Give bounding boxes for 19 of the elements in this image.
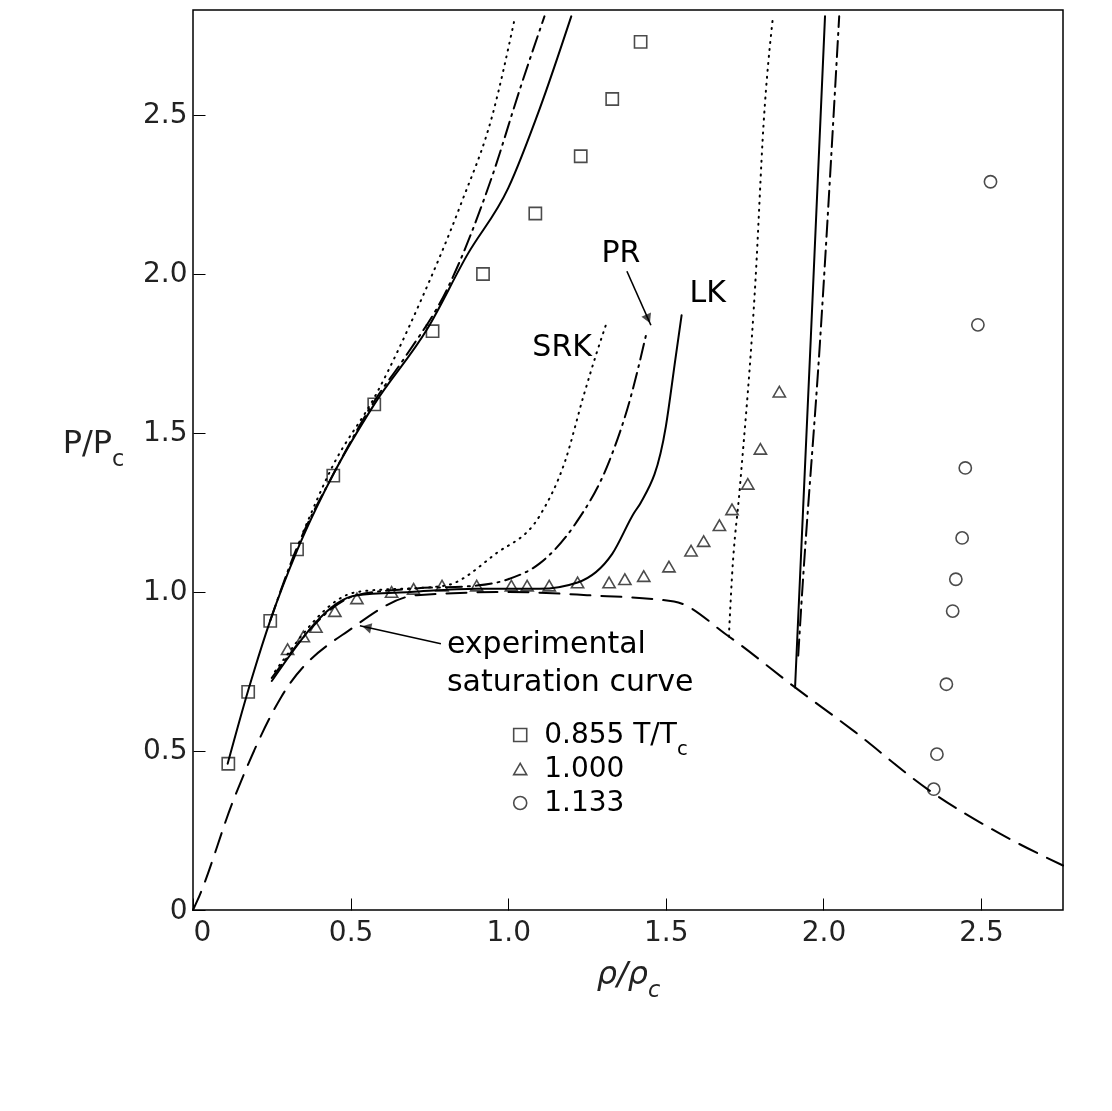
legend-label: 1.133 [544, 785, 625, 818]
y-tick-label: 2.0 [142, 256, 188, 290]
series-label: LK [689, 274, 728, 310]
x-tick-label: 2.5 [959, 914, 1004, 948]
x-tick-label: 1.0 [486, 914, 531, 948]
x-axis-title: ρ/ρ$_{c}$ [596, 953, 661, 1002]
x-tick-label: 2.0 [801, 914, 847, 948]
x-tick-label: 1.5 [644, 914, 689, 948]
text: PR [601, 234, 641, 270]
y-tick-label: 1.0 [142, 574, 188, 608]
annotation: experimental saturation curve [446, 624, 694, 698]
y-tick-label: 0 [169, 892, 188, 926]
y-tick-label: 0.5 [142, 733, 188, 767]
y-axis-title: P/P$_{c}$ [62, 422, 125, 471]
x-tick-label: 0 [193, 914, 212, 948]
x-tick-label: 0.5 [328, 914, 374, 948]
y-tick-label: 2.5 [142, 97, 188, 131]
series-label: SRK [532, 327, 594, 363]
y-tick-label: 1.5 [142, 415, 188, 449]
